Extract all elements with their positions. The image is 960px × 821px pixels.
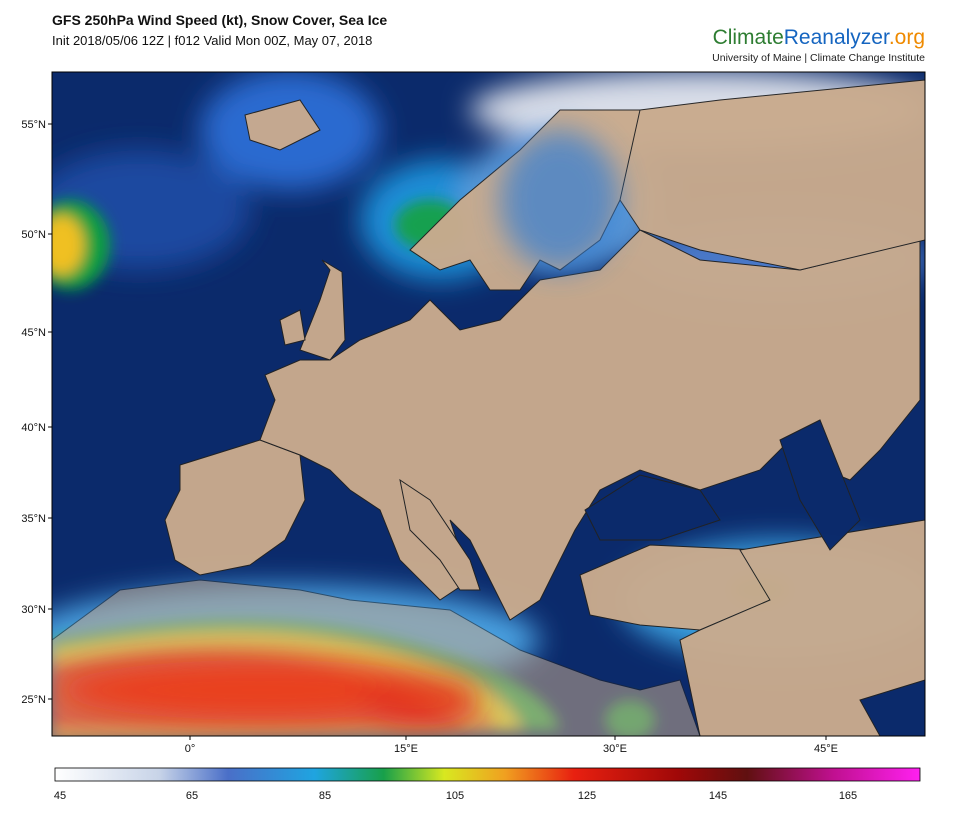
lat-label: 50°N	[21, 229, 46, 241]
lat-label: 55°N	[21, 119, 46, 131]
lon-label: 30°E	[603, 743, 627, 755]
land	[52, 79, 925, 736]
logo-part: Reanalyzer	[784, 26, 890, 49]
lat-label: 40°N	[21, 422, 46, 434]
colorbar-label: 105	[446, 790, 464, 802]
lon-label: 0°	[185, 743, 196, 755]
lon-label: 45°E	[814, 743, 838, 755]
colorbar-label: 165	[839, 790, 857, 802]
logo-part: .org	[889, 26, 925, 49]
colorbar-label: 85	[319, 790, 331, 802]
colorbar-label: 125	[578, 790, 596, 802]
lat-label: 45°N	[21, 327, 46, 339]
colorbar-label: 45	[54, 790, 66, 802]
lat-label: 25°N	[21, 694, 46, 706]
lat-label: 35°N	[21, 513, 46, 525]
map	[52, 72, 925, 736]
map-frame	[51, 71, 926, 737]
wind-over-land	[60, 130, 620, 725]
logo: ClimateReanalyzer.org	[713, 26, 925, 49]
subtitle: Init 2018/05/06 12Z | f012 Valid Mon 00Z…	[52, 33, 372, 48]
labels: 55°N 50°N 45°N 40°N 35°N 30°N 25°N 0° 15°E 30°E 45…	[21, 119, 857, 802]
logo-tagline: University of Maine | Climate Change Ins…	[712, 52, 925, 64]
colorbar-label: 145	[709, 790, 727, 802]
lat-label: 30°N	[21, 604, 46, 616]
colorbar	[54, 767, 921, 782]
lon-label: 15°E	[394, 743, 418, 755]
logo-part: Climate	[713, 26, 784, 49]
colorbar-label: 65	[186, 790, 198, 802]
title: GFS 250hPa Wind Speed (kt), Snow Cover, …	[52, 12, 387, 28]
